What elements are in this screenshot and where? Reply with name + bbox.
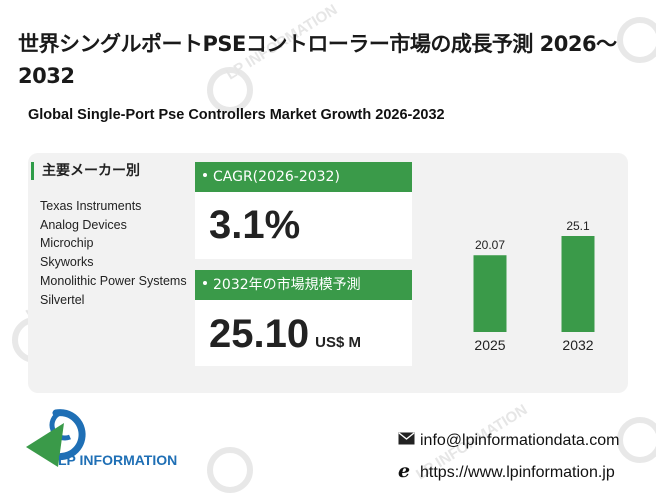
cagr-card: CAGR(2026-2032) 3.1% xyxy=(195,162,412,259)
contact-website-row: e https://www.lpinformation.jp xyxy=(398,460,615,482)
page-title-jp: 世界シングルポートPSEコントローラー市場の成長予測 2026～2032 xyxy=(18,32,617,88)
company-item: Texas Instruments xyxy=(40,199,142,213)
company-list: Texas Instruments Analog Devices Microch… xyxy=(40,197,190,309)
mail-icon xyxy=(398,432,416,450)
company-item: Microchip xyxy=(40,236,94,251)
bar-chart: 20.07 2025 25.1 2032 xyxy=(473,219,595,353)
market-size-value: 25.10 xyxy=(209,312,310,356)
company-item: Skyworks xyxy=(40,255,94,270)
company-item: Monolithic Power Systems xyxy=(40,273,187,288)
company-item: Analog Devices xyxy=(40,217,127,232)
cagr-label: CAGR(2026-2032) xyxy=(213,169,340,185)
cagr-value: 3.1% xyxy=(209,203,301,247)
contact-email[interactable]: info@lpinformationdata.com xyxy=(420,432,620,449)
contact-email-row: info@lpinformationdata.com xyxy=(398,432,619,450)
page-title-en: Global Single-Port Pse Controllers Marke… xyxy=(28,107,445,123)
bar-2025 xyxy=(473,255,507,332)
bar-value-label: 25.1 xyxy=(566,219,590,233)
bar-2032 xyxy=(561,236,595,332)
contact-website[interactable]: https://www.lpinformation.jp xyxy=(420,464,615,481)
globe-e-icon: e xyxy=(398,460,411,482)
cagr-card-header: CAGR(2026-2032) xyxy=(195,162,412,192)
category-label: 2025 xyxy=(474,337,505,353)
market-size-unit: US$ M xyxy=(315,334,361,351)
market-size-label: 2032年の市場規模予測 xyxy=(213,277,361,293)
market-size-value-row: 25.10 US$ M xyxy=(195,300,412,377)
company-item: Silvertel xyxy=(40,292,85,307)
market-size-card-header: 2032年の市場規模予測 xyxy=(195,270,412,300)
bar-value-label: 20.07 xyxy=(475,238,505,252)
category-label: 2032 xyxy=(562,337,593,353)
lp-information-logo: LP INFORMATION xyxy=(26,409,177,468)
bullet-icon xyxy=(203,173,207,177)
key-players-heading: 主要メーカー別 xyxy=(31,162,140,180)
logo-text: LP INFORMATION xyxy=(58,452,177,468)
bullet-icon xyxy=(203,281,207,285)
market-size-card: 2032年の市場規模予測 25.10 US$ M xyxy=(195,270,412,366)
